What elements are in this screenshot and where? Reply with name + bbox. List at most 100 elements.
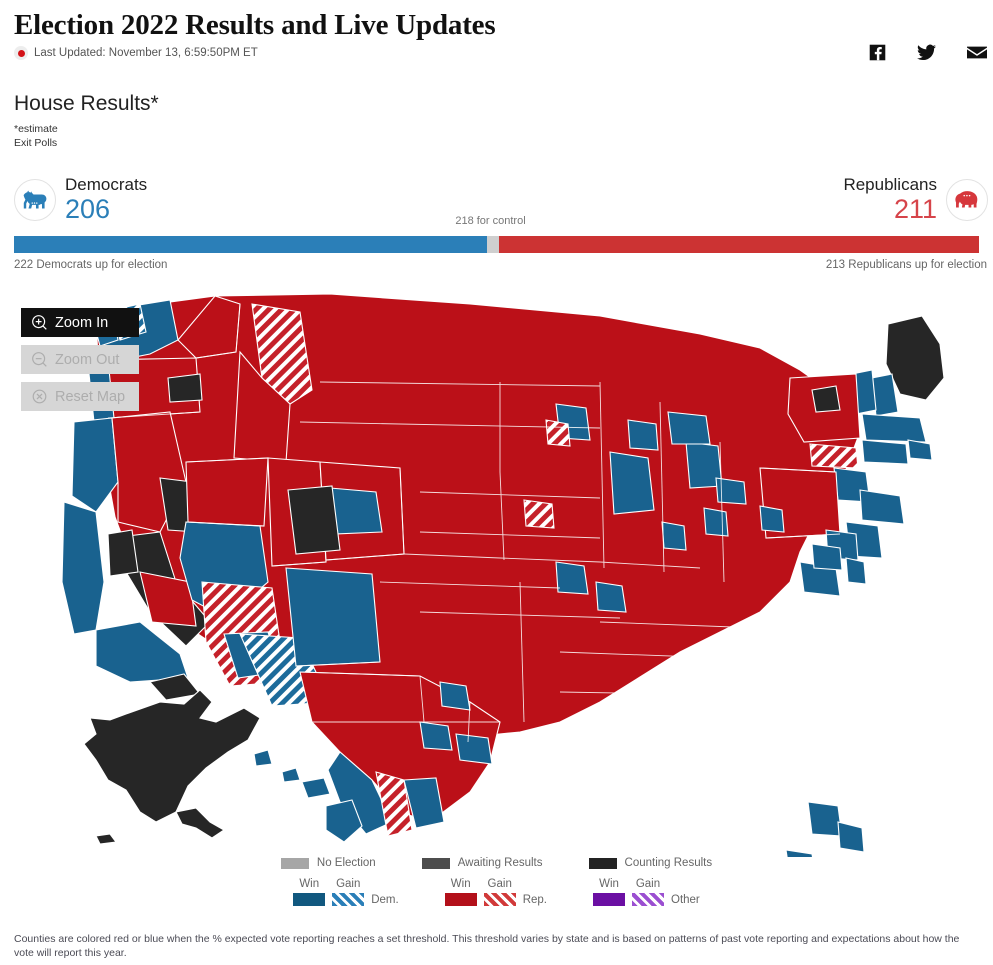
region-indiana-blue [661,521,687,551]
facebook-share-icon[interactable] [869,44,886,61]
republicans-text: Republicans 211 [843,176,937,223]
legend-rep-win-label: Win [450,878,471,890]
us-house-district-map[interactable] [0,282,993,857]
live-indicator-icon [14,46,28,60]
estimate-note: *estimate [14,123,58,135]
email-share-icon[interactable] [967,45,987,60]
zoom-out-label: Zoom Out [55,351,120,368]
region-carolinas-blue2 [785,849,814,857]
region-idaho-south [233,350,291,463]
legend-dem-gain: Gain [332,878,365,906]
region-kansas-city-blue [555,561,589,595]
legend-party-dem: Win Gain Dem. [293,878,399,906]
region-michigan-blue [667,411,711,445]
zoom-in-icon [31,314,48,331]
section-footnotes: *estimate Exit Polls [14,122,58,150]
region-st-louis-blue [595,581,627,613]
region-ny-stripe [809,443,859,469]
region-california-coast [61,501,105,635]
legend-swatch-counting-results [588,857,617,869]
region-chicago-blue [609,451,655,515]
region-ny-counting [811,385,841,413]
region-rhode-island-blue [907,439,933,461]
region-milwaukee-stripe [545,419,571,447]
twitter-share-icon[interactable] [917,44,936,61]
region-pittsburgh-blue [759,505,785,533]
reset-map-label: Reset Map [55,388,126,405]
share-icons [869,44,987,61]
zoom-out-icon [31,351,48,368]
region-massachusetts-blue [861,413,927,443]
region-hawaii-big [325,799,363,843]
map-threshold-note: Counties are colored red or blue when th… [14,933,960,959]
region-virginia-blue [807,801,843,837]
legend-rep-win: Win [444,878,477,906]
last-updated-text: Last Updated: November 13, 6:59:50PM ET [34,47,258,59]
region-columbus-blue [703,507,729,537]
zoom-out-button[interactable]: Zoom Out [21,345,140,374]
seat-progress-bar [14,236,979,253]
region-california-sf [107,529,139,577]
exit-polls-link[interactable]: Exit Polls [14,137,58,149]
legend-party-rep: Win Gain Rep. [444,878,547,906]
legend-swatch-no-election [280,857,309,869]
region-hawaii [253,749,273,767]
region-wisconsin-blue [627,419,659,451]
democrats-seat-count: 206 [65,194,111,224]
republicans-up-for-election: 213 Republicans up for election [825,259,987,271]
region-baltimore-blue [811,543,843,571]
donkey-icon [14,178,56,221]
bar-captions: 222 Democrats up for election 213 Republ… [0,259,993,275]
legend-dem-gain-label: Gain [336,878,361,890]
region-rgv-stripe [375,771,413,837]
legend-awaiting-results: Awaiting Results [421,857,543,869]
democrats-up-for-election: 222 Democrats up for election [14,259,168,271]
democrats-label: Democrats [65,175,148,194]
region-cleveland-blue [715,477,747,505]
region-aleutians [95,833,118,845]
region-new-mexico [285,567,381,667]
republicans-summary: Republicans 211 [843,176,988,223]
map-legend: No Election Awaiting Results Counting Re… [0,857,993,906]
region-delaware-blue [845,557,867,585]
region-richmond-blue [837,821,865,853]
masthead: Election 2022 Results and Live Updates L… [14,8,983,60]
legend-label-counting-results: Counting Results [624,857,713,869]
region-hawaii-2 [281,767,301,783]
district-borders [107,303,841,743]
republicans-seat-count: 211 [893,194,937,224]
republicans-bar-fill [499,236,979,253]
legend-other-win: Win [593,878,625,906]
legend-rep-name: Rep. [522,894,547,906]
legend-other-gain: Gain [632,878,664,906]
legend-party-row: Win Gain Dem. Win Gain Rep [0,878,993,906]
legend-other-gain-swatch [632,893,664,906]
region-alaska-counting [83,689,261,823]
control-threshold-label: 218 for control [455,215,526,227]
results-map[interactable]: Zoom In Zoom Out Reset Map [0,282,993,857]
region-texas-border [327,751,393,835]
legend-label-awaiting-results: Awaiting Results [457,857,543,869]
region-connecticut-blue [861,439,909,465]
legend-counting-results: Counting Results [588,857,713,869]
legend-no-election: No Election [280,857,376,869]
reset-map-button[interactable]: Reset Map [21,382,140,411]
reset-map-icon [31,388,48,405]
section-title: House Results* [14,92,159,115]
legend-other-gain-label: Gain [635,878,661,890]
map-controls[interactable]: Zoom In Zoom Out Reset Map [21,308,140,411]
legend-dem-gain-swatch [332,893,365,906]
region-houston-blue [455,733,493,765]
region-nevada-north [185,457,269,527]
republicans-label: Republicans [843,175,937,194]
region-austin-blue [419,721,453,751]
legend-other-win-label: Win [599,878,619,890]
region-colorado-counting [287,485,341,555]
democrats-summary: Democrats 206 [14,176,147,223]
region-california-south [139,571,197,627]
map-regions [61,293,945,857]
region-idaho-gain [251,303,313,405]
legend-dem-win: Win [293,878,326,906]
zoom-in-button[interactable]: Zoom In [21,308,140,337]
